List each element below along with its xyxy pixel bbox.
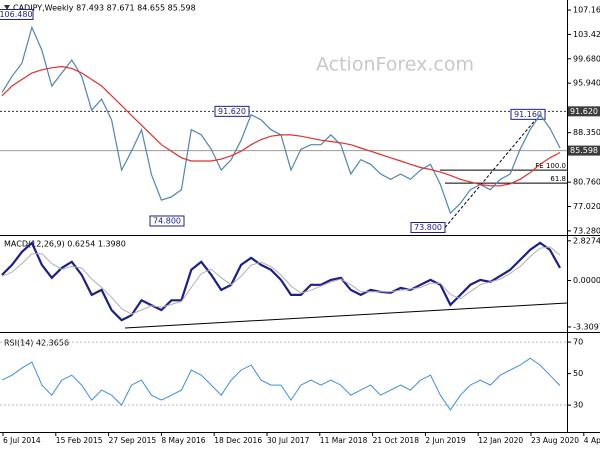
series-line	[1, 246, 561, 315]
price-marker-label: 91.620	[570, 107, 598, 116]
y-tick-label: 80.760	[573, 178, 600, 187]
x-tick-label: 12 Jan 2020	[478, 436, 523, 445]
price-marker-box	[568, 145, 600, 156]
y-tick-label: 77.020	[573, 202, 600, 211]
y-tick-label: 30	[573, 401, 583, 410]
panel-title: MACD(12,26,9) 0.6254 1.3980	[4, 240, 126, 249]
y-tick-label: 50	[573, 369, 583, 378]
annotation-box	[0, 8, 34, 20]
y-tick-label: 107.160	[573, 6, 600, 15]
trend-line	[124, 302, 568, 329]
y-tick-label: 103.420	[573, 30, 600, 39]
watermark: ActionForex.com	[316, 54, 474, 76]
x-tick-label: 2 Jun 2019	[425, 436, 466, 445]
annotation-label: 106.480	[0, 10, 33, 19]
x-tick-label: 8 May 2016	[161, 436, 205, 445]
annotation-label: 91.620	[218, 107, 246, 116]
x-tick-label: 27 Sep 2015	[109, 436, 157, 445]
y-tick-label: 99.680	[573, 54, 600, 63]
x-tick-label: 23 Aug 2020	[531, 436, 579, 445]
menu-icon	[4, 5, 10, 10]
y-tick-label: 70	[573, 338, 583, 347]
price-marker-box	[568, 106, 600, 117]
x-tick-label: 18 Dec 2016	[214, 436, 262, 445]
panel-title: RSI(14) 42.3656	[4, 339, 69, 348]
annotation-box	[149, 215, 185, 227]
fib-label: FE 100.0	[535, 162, 566, 170]
y-tick-label: 95.940	[573, 79, 600, 88]
x-tick-label: 11 Mar 2018	[320, 436, 368, 445]
y-tick-label: 88.350	[573, 128, 600, 137]
annotation-label: 74.800	[153, 216, 181, 225]
x-tick-label: 21 Oct 2018	[373, 436, 420, 445]
series-line	[1, 357, 561, 411]
annotation-box	[214, 105, 250, 117]
y-tick-label: -3.3097	[573, 322, 600, 331]
x-tick-label: 6 Jul 2014	[3, 436, 41, 445]
annotation-label: 73.800	[414, 223, 442, 232]
y-tick-label: 0.0000	[573, 276, 600, 285]
annotation-box	[410, 222, 446, 234]
annotation-label: 91.160	[514, 110, 542, 119]
panel-title: CADJPY,Weekly 87.493 87.671 84.655 85.59…	[13, 4, 196, 13]
moving-average	[1, 65, 561, 187]
x-tick-label: 15 Feb 2015	[56, 436, 103, 445]
fib-label: 61.8	[550, 175, 566, 183]
y-tick-label: 2.8274	[573, 236, 600, 245]
x-tick-label: 4 Apr 2021	[584, 436, 600, 445]
x-tick-label: 30 Jul 2017	[267, 436, 310, 445]
price-marker-label: 85.598	[570, 146, 598, 155]
annotation-box	[510, 108, 546, 120]
series-line	[1, 241, 561, 322]
y-tick-label: 73.280	[573, 226, 600, 235]
